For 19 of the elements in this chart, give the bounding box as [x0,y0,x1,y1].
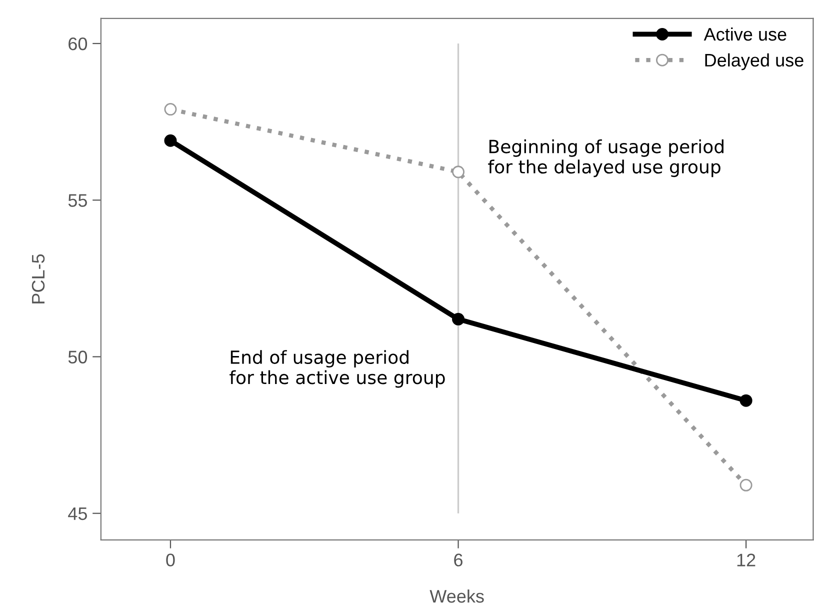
x-axis-title: Weeks [430,589,484,603]
point [452,312,465,326]
x-tick-label: 0 [166,554,175,566]
y-tick-label: 60 [68,37,88,50]
y-tick-label: 50 [68,350,88,364]
legend-label: Active use [704,27,786,41]
point [452,166,465,178]
annotation: End of usage period for the active use group [230,350,445,388]
y-axis-title: PCL-5 [32,254,45,304]
legend-label: Delayed use [705,53,804,70]
x-tick-label: 12 [737,554,756,566]
x-tick-label: 6 [454,554,462,566]
point [164,103,177,116]
point [740,478,752,492]
annotation: Beginning of usage period for the delayed use group [488,139,724,178]
y-tick-label: 55 [68,194,87,207]
point [164,134,177,147]
point [740,394,752,407]
y-tick-label: 45 [68,507,87,520]
